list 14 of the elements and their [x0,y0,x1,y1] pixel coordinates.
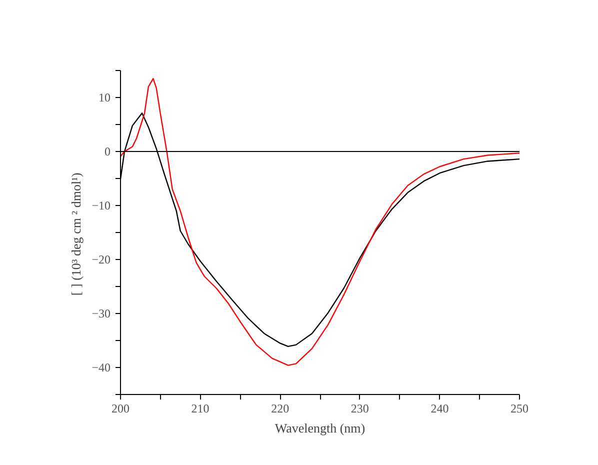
y-tick-label: −10 [92,198,111,212]
x-tick-label: 210 [191,402,210,416]
y-tick-label: −40 [92,360,111,374]
x-tick-label: 200 [112,402,130,416]
x-tick-label: 230 [350,402,369,416]
y-tick-label: −20 [92,252,111,266]
y-tick-label: −30 [92,306,111,320]
x-axis-title: Wavelength (nm) [274,420,366,436]
y-tick-label: 0 [104,144,110,158]
x-tick-label: 220 [271,402,290,416]
y-axis-title: [ ] (10³ deg cm ² dmol¹) [68,172,84,296]
y-tick-label: 10 [98,90,110,104]
x-tick-label: 240 [430,402,449,416]
x-tick-label: 250 [510,402,528,416]
